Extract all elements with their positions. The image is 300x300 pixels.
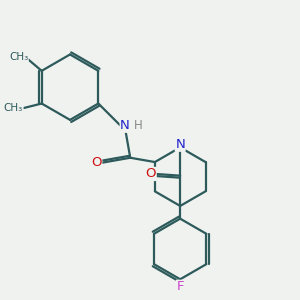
Text: CH₃: CH₃ bbox=[4, 103, 23, 113]
Text: N: N bbox=[120, 119, 130, 132]
Text: H: H bbox=[134, 119, 142, 132]
Text: N: N bbox=[175, 138, 185, 151]
Text: O: O bbox=[91, 156, 102, 170]
Text: CH₃: CH₃ bbox=[9, 52, 28, 62]
Text: O: O bbox=[146, 167, 156, 180]
Text: F: F bbox=[176, 280, 184, 293]
